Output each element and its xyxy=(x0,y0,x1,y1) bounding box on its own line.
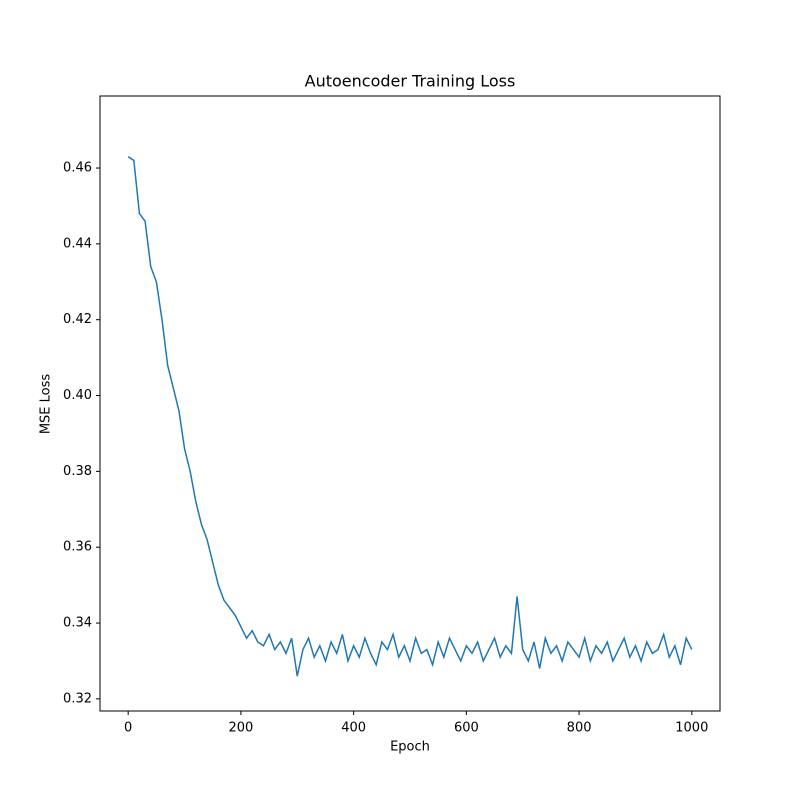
x-tick-label: 1000 xyxy=(675,721,708,736)
y-tick-label: 0.40 xyxy=(63,388,92,403)
x-tick-label: 600 xyxy=(454,721,479,736)
x-tick-label: 200 xyxy=(228,721,253,736)
y-tick-label: 0.46 xyxy=(63,161,92,176)
y-tick-label: 0.38 xyxy=(63,464,92,479)
y-tick-label: 0.36 xyxy=(63,540,92,555)
y-tick-label: 0.44 xyxy=(63,236,92,251)
chart-title: Autoencoder Training Loss xyxy=(305,72,516,91)
plot-frame xyxy=(99,95,721,712)
x-tick-label: 400 xyxy=(341,721,366,736)
x-axis-label: Epoch xyxy=(390,740,430,755)
x-tick-label: 800 xyxy=(567,721,592,736)
loss-line xyxy=(127,156,693,677)
y-tick-label: 0.34 xyxy=(63,616,92,631)
y-tick-label: 0.42 xyxy=(63,312,92,327)
x-tick-label: 0 xyxy=(124,721,132,736)
y-tick-label: 0.32 xyxy=(63,691,92,706)
y-axis-label: MSE Loss xyxy=(39,374,54,435)
